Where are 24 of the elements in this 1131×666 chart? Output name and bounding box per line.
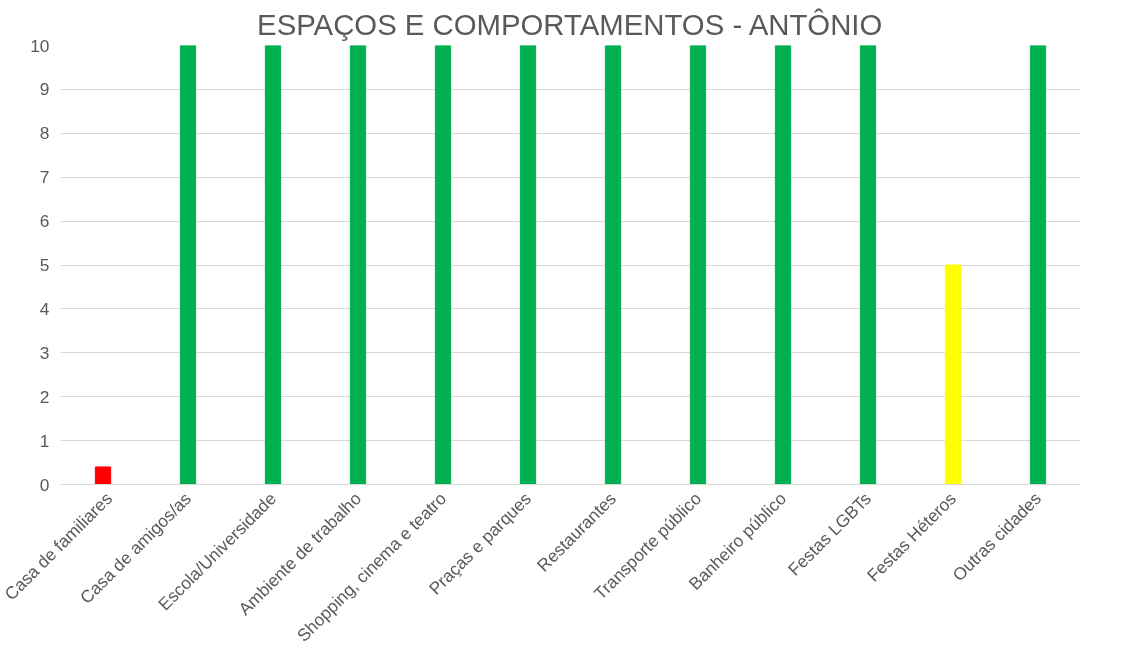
y-tick-label: 9 (39, 79, 50, 100)
bar (689, 45, 707, 485)
bar (349, 45, 367, 485)
chart-title: ESPAÇOS E COMPORTAMENTOS - ANTÔNIO (257, 7, 883, 41)
y-tick-label: 3 (39, 342, 50, 363)
y-tick-label: 10 (30, 35, 50, 56)
y-tick-label: 4 (39, 298, 50, 319)
y-tick-label: 5 (39, 255, 50, 275)
bar (179, 45, 197, 485)
y-tick-label: 1 (39, 430, 50, 451)
y-tick-label: 7 (39, 167, 50, 188)
bar (859, 45, 877, 485)
bar (604, 45, 622, 485)
bar (774, 45, 792, 485)
bar (944, 264, 962, 485)
bar (519, 45, 537, 485)
bar (434, 45, 452, 485)
y-tick-label: 2 (39, 386, 50, 407)
y-tick-label: 8 (39, 123, 50, 144)
bar (264, 45, 282, 485)
y-tick-label: 0 (39, 474, 50, 495)
y-tick-label: 6 (39, 211, 50, 232)
bar (1029, 45, 1047, 485)
bar (94, 466, 112, 485)
